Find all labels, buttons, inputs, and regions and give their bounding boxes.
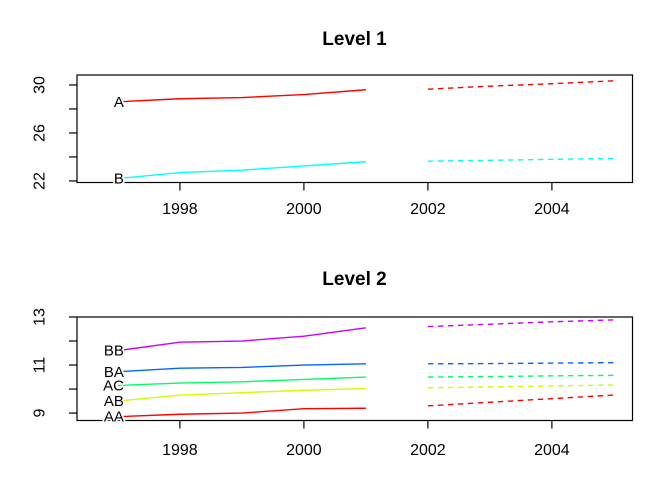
y-tick-label: 11 xyxy=(32,357,49,374)
y-tick-label: 30 xyxy=(32,76,49,94)
series-label-B: B xyxy=(114,171,124,188)
series-label-AB: AB xyxy=(104,393,124,410)
series-dashed-line-AC xyxy=(427,374,614,378)
x-tick-label: 1998 xyxy=(162,442,198,459)
chart-title-level-2: Level 2 xyxy=(322,269,386,290)
level-1-plot-area: 1998 2000 2002 2004 22 26 30 A B xyxy=(32,74,634,218)
series-dashed-line-BA xyxy=(427,361,614,365)
series-label-AA: AA xyxy=(104,409,124,426)
series-dashed-line-AA xyxy=(427,394,614,407)
series-dashed-line-AB xyxy=(427,384,614,389)
plot-box xyxy=(76,74,634,184)
y-tick-label: 22 xyxy=(32,172,49,190)
series-line-AC xyxy=(117,376,366,387)
x-tick-label: 2004 xyxy=(534,201,570,218)
x-tick-label: 2002 xyxy=(410,201,446,218)
y-tick-label: 26 xyxy=(32,124,49,142)
x-tick-label: 1998 xyxy=(162,201,198,218)
series-line-AB xyxy=(117,387,366,402)
x-tick-label: 2004 xyxy=(534,442,570,459)
series-line-BB xyxy=(117,327,367,352)
series-line-B xyxy=(117,161,366,180)
plot-box xyxy=(76,316,634,422)
level-1-chart: Level 1 1998 2000 2002 2004 22 26 30 A B xyxy=(32,29,634,218)
series-line-BA xyxy=(117,363,366,373)
series-dashed-line-A xyxy=(427,80,614,90)
series-dashed-line-B xyxy=(427,157,614,162)
series-dashed-line-BB xyxy=(427,319,614,328)
x-tick-label: 2000 xyxy=(286,442,322,459)
series-label-BB: BB xyxy=(104,343,124,360)
y-tick-label: 13 xyxy=(32,308,49,326)
series-line-AA xyxy=(117,407,366,418)
series-label-AC: AC xyxy=(103,377,124,394)
y-tick-label: 9 xyxy=(32,409,49,418)
series-label-A: A xyxy=(114,94,124,111)
x-tick-label: 2002 xyxy=(410,442,446,459)
series-line-A xyxy=(117,89,366,103)
chart-title-level-1: Level 1 xyxy=(322,29,387,50)
x-tick-label: 2000 xyxy=(286,201,322,218)
series-label-BA: BA xyxy=(104,364,124,381)
